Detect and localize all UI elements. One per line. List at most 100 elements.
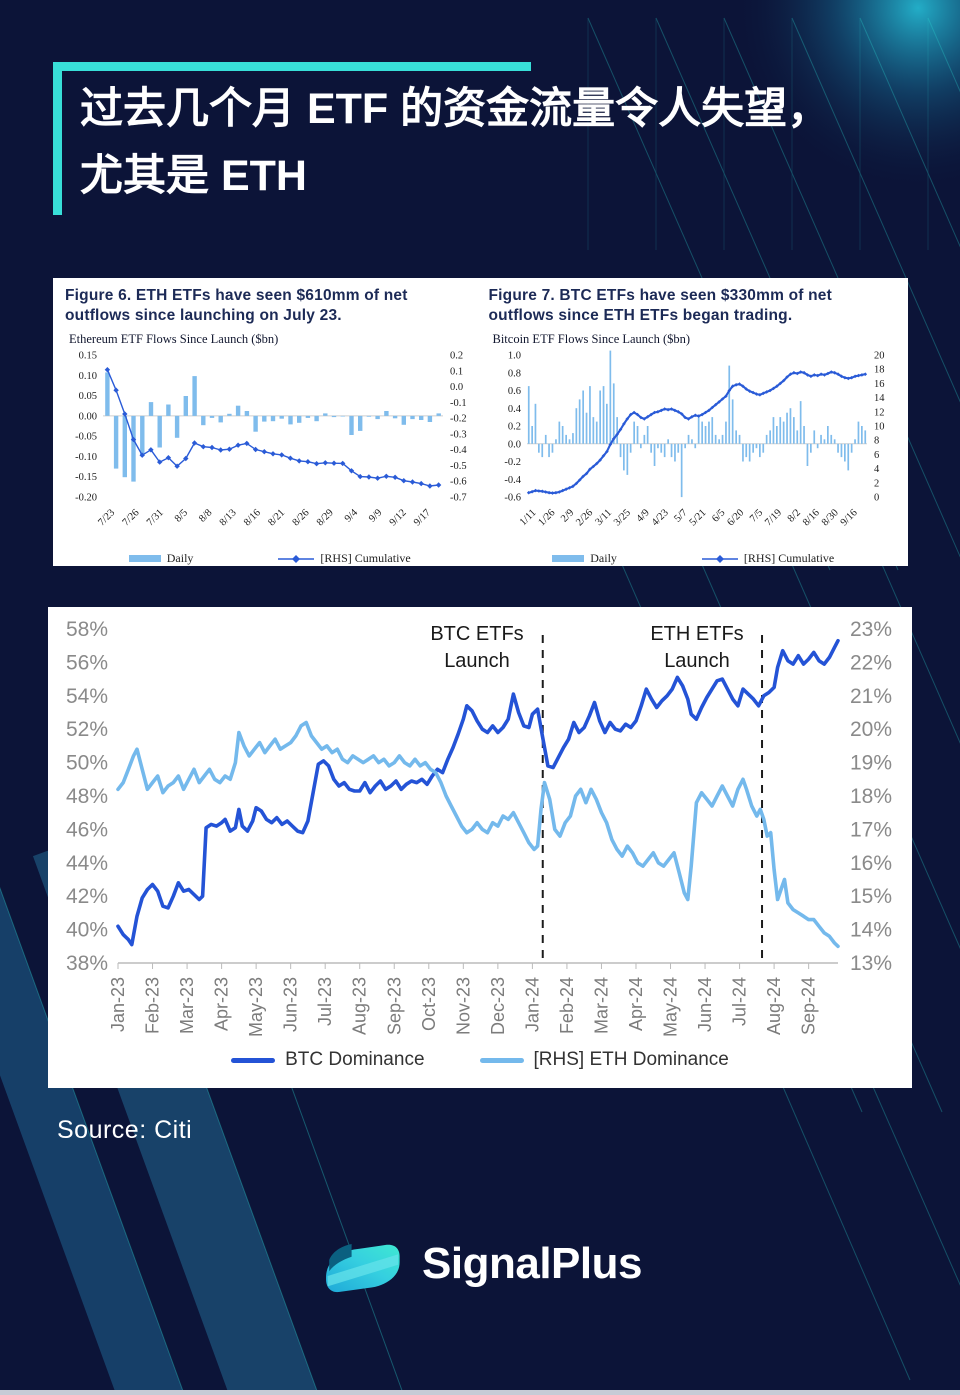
svg-text:8/8: 8/8 <box>197 508 214 525</box>
svg-text:8/2: 8/2 <box>785 508 802 525</box>
svg-text:18%: 18% <box>850 785 892 808</box>
dominance-legend: BTC Dominance [RHS] ETH Dominance <box>48 1049 912 1071</box>
svg-text:0.1: 0.1 <box>450 367 463 378</box>
svg-text:Jun-23: Jun-23 <box>281 977 301 1032</box>
legend-btc-dominance: BTC Dominance <box>231 1049 425 1071</box>
svg-text:44%: 44% <box>66 852 108 875</box>
legend-daily: Daily <box>128 551 193 566</box>
svg-text:7/19: 7/19 <box>763 508 784 529</box>
figure7-subtitle: Bitcoin ETF Flows Since Launch ($bn) <box>492 332 691 347</box>
svg-text:-0.2: -0.2 <box>504 457 521 468</box>
signalplus-logo-mark <box>326 1244 400 1293</box>
svg-text:8/21: 8/21 <box>266 508 287 529</box>
figure6-subtitle: Ethereum ETF Flows Since Launch ($bn) <box>69 332 279 347</box>
svg-text:-0.05: -0.05 <box>75 432 97 443</box>
svg-text:Mar-24: Mar-24 <box>591 977 611 1034</box>
figure7: Figure 7. BTC ETFs have seen $330mm of n… <box>489 286 899 566</box>
svg-text:20%: 20% <box>850 718 892 741</box>
svg-text:0: 0 <box>874 493 879 504</box>
figure6: Figure 6. ETH ETFs have seen $610mm of n… <box>65 286 475 566</box>
corner-glow <box>733 0 960 193</box>
cumulative-line-swatch <box>278 554 315 563</box>
svg-text:Oct-23: Oct-23 <box>419 977 439 1031</box>
svg-text:38%: 38% <box>66 952 108 975</box>
svg-text:9/17: 9/17 <box>412 508 433 529</box>
figure6-legend: Daily [RHS] Cumulative <box>65 551 475 566</box>
cumulative-line-swatch <box>701 554 738 563</box>
daily-bar-swatch <box>552 555 585 563</box>
svg-text:7/31: 7/31 <box>145 508 166 529</box>
svg-text:2: 2 <box>874 479 879 490</box>
svg-text:Jul-23: Jul-23 <box>315 977 335 1026</box>
accent-left-bar <box>53 62 62 215</box>
source-attribution: Source: Citi <box>57 1116 193 1144</box>
svg-text:Nov-23: Nov-23 <box>453 977 473 1035</box>
svg-text:40%: 40% <box>66 919 108 942</box>
svg-text:Aug-23: Aug-23 <box>350 977 370 1035</box>
svg-text:-0.20: -0.20 <box>75 493 97 504</box>
svg-text:2/9: 2/9 <box>559 508 576 525</box>
svg-text:4/9: 4/9 <box>634 508 651 525</box>
svg-text:23%: 23% <box>850 618 892 641</box>
svg-text:-0.10: -0.10 <box>75 452 97 463</box>
svg-text:4: 4 <box>874 464 880 475</box>
svg-text:46%: 46% <box>66 818 108 841</box>
svg-text:18: 18 <box>874 365 885 376</box>
svg-text:-0.4: -0.4 <box>450 445 467 456</box>
svg-text:0.0: 0.0 <box>450 382 463 393</box>
signalplus-logo-text: SignalPlus <box>422 1239 642 1288</box>
svg-text:Dec-23: Dec-23 <box>488 977 508 1035</box>
svg-text:54%: 54% <box>66 685 108 708</box>
svg-text:42%: 42% <box>66 885 108 908</box>
svg-text:10: 10 <box>874 422 885 433</box>
svg-text:16: 16 <box>874 379 885 390</box>
svg-text:-0.5: -0.5 <box>450 461 467 472</box>
svg-text:52%: 52% <box>66 718 108 741</box>
legend-daily: Daily <box>552 551 617 566</box>
svg-text:-0.6: -0.6 <box>504 493 521 504</box>
svg-text:0.10: 0.10 <box>79 371 97 382</box>
svg-text:56%: 56% <box>66 651 108 674</box>
svg-text:0.2: 0.2 <box>507 422 520 433</box>
svg-text:Jul-24: Jul-24 <box>730 977 750 1026</box>
figure6-chart: 0.15 0.10 0.05 0.00 -0.05 -0.10 -0.15 -0.20 0.2 0… <box>75 351 467 529</box>
svg-text:3/25: 3/25 <box>612 508 633 529</box>
svg-text:14%: 14% <box>850 919 892 942</box>
svg-text:7/26: 7/26 <box>121 508 142 529</box>
svg-text:1/26: 1/26 <box>536 508 557 529</box>
legend-cumulative: [RHS] Cumulative <box>701 551 834 566</box>
svg-text:9/12: 9/12 <box>388 508 409 529</box>
svg-text:Apr-23: Apr-23 <box>212 977 232 1031</box>
eth-line-swatch <box>479 1057 524 1063</box>
svg-text:-0.3: -0.3 <box>450 430 467 441</box>
figure7-legend: Daily [RHS] Cumulative <box>489 551 899 566</box>
svg-text:8/30: 8/30 <box>819 508 840 529</box>
svg-text:17%: 17% <box>850 818 892 841</box>
page-title-line2: 尤其是 ETH <box>80 151 307 200</box>
figure7-chart: 1.00.80.60.40.20.0-0.2-0.4-0.62018161412… <box>504 351 885 529</box>
svg-text:Feb-23: Feb-23 <box>143 977 163 1034</box>
svg-text:3/11: 3/11 <box>593 508 614 529</box>
svg-text:6/20: 6/20 <box>725 508 746 529</box>
legend-eth-dominance: [RHS] ETH Dominance <box>479 1049 729 1071</box>
svg-text:0.6: 0.6 <box>507 386 520 397</box>
svg-text:8/13: 8/13 <box>218 508 239 529</box>
figure7-title: Figure 7. BTC ETFs have seen $330mm of n… <box>488 287 832 325</box>
svg-text:4/23: 4/23 <box>649 508 670 529</box>
svg-text:-0.2: -0.2 <box>450 414 467 425</box>
svg-text:0.8: 0.8 <box>507 369 520 380</box>
figure6-title: Figure 6. ETH ETFs have seen $610mm of n… <box>65 287 408 325</box>
svg-text:21%: 21% <box>850 685 892 708</box>
svg-text:8/26: 8/26 <box>291 508 312 529</box>
svg-text:Mar-23: Mar-23 <box>177 977 197 1034</box>
svg-text:0.0: 0.0 <box>507 440 520 451</box>
svg-text:Jun-24: Jun-24 <box>695 977 715 1032</box>
svg-text:9/16: 9/16 <box>838 508 859 529</box>
page-title: 过去几个月 ETF 的资金流量令人失望， 尤其是 ETH <box>80 76 900 209</box>
svg-text:7/5: 7/5 <box>747 508 764 525</box>
svg-text:1.0: 1.0 <box>507 351 520 362</box>
signalplus-logo: SignalPlus <box>0 1228 960 1300</box>
svg-text:20: 20 <box>874 351 885 362</box>
dominance-panel: 58% 56% 54% 52% 50% 48% 46% 44% 42% 40% 38% 23% 22% 2… <box>48 607 912 1088</box>
